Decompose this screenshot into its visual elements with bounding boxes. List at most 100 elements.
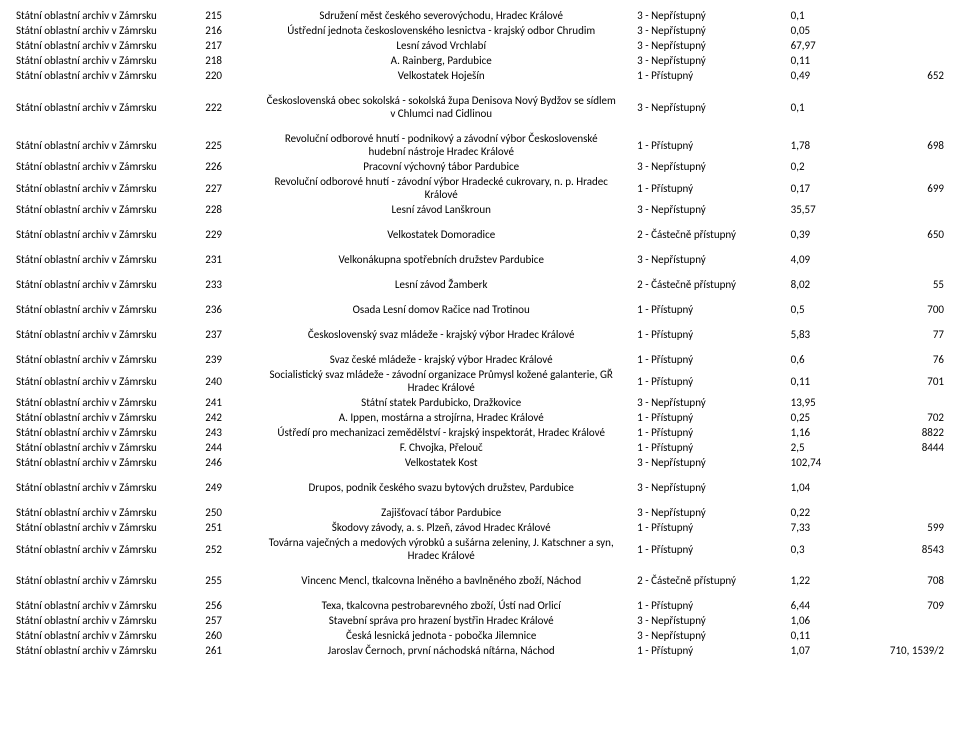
spacer-cell [12, 292, 948, 302]
ref-cell: 8444 [857, 440, 948, 455]
status-cell: 1 - Přístupný [621, 131, 786, 159]
ref-cell: 701 [857, 367, 948, 395]
num-cell: 252 [201, 535, 261, 563]
spacer-row [12, 292, 948, 302]
table-row: Státní oblastní archiv v Zámrsku225Revol… [12, 131, 948, 159]
spacer-row [12, 267, 948, 277]
ref-cell: 710, 1539/2 [857, 643, 948, 658]
archive-cell: Státní oblastní archiv v Zámrsku [12, 520, 201, 535]
val-cell: 0,39 [787, 227, 857, 242]
num-cell: 250 [201, 505, 261, 520]
val-cell: 1,06 [787, 613, 857, 628]
desc-cell: Velkostatek Hoješín [261, 68, 621, 83]
status-cell: 1 - Přístupný [621, 535, 786, 563]
num-cell: 226 [201, 159, 261, 174]
archive-table-body: Státní oblastní archiv v Zámrsku215Sdruž… [12, 8, 948, 658]
ref-cell: 699 [857, 174, 948, 202]
table-row: Státní oblastní archiv v Zámrsku231Velko… [12, 252, 948, 267]
spacer-row [12, 217, 948, 227]
ref-cell: 709 [857, 598, 948, 613]
archive-cell: Státní oblastní archiv v Zámrsku [12, 202, 201, 217]
val-cell: 0,1 [787, 93, 857, 121]
num-cell: 218 [201, 53, 261, 68]
desc-cell: Československý svaz mládeže - krajský vý… [261, 327, 621, 342]
table-row: Státní oblastní archiv v Zámrsku244F. Ch… [12, 440, 948, 455]
val-cell: 8,02 [787, 277, 857, 292]
num-cell: 229 [201, 227, 261, 242]
ref-cell [857, 202, 948, 217]
num-cell: 216 [201, 23, 261, 38]
val-cell: 0,49 [787, 68, 857, 83]
val-cell: 0,2 [787, 159, 857, 174]
val-cell: 0,25 [787, 410, 857, 425]
table-row: Státní oblastní archiv v Zámrsku217Lesní… [12, 38, 948, 53]
val-cell: 0,22 [787, 505, 857, 520]
ref-cell: 76 [857, 352, 948, 367]
status-cell: 1 - Přístupný [621, 302, 786, 317]
ref-cell [857, 480, 948, 495]
val-cell: 4,09 [787, 252, 857, 267]
num-cell: 227 [201, 174, 261, 202]
val-cell: 0,05 [787, 23, 857, 38]
num-cell: 228 [201, 202, 261, 217]
desc-cell: Texa, tkalcovna pestrobarevného zboží, Ú… [261, 598, 621, 613]
num-cell: 256 [201, 598, 261, 613]
desc-cell: A. Rainberg, Pardubice [261, 53, 621, 68]
table-row: Státní oblastní archiv v Zámrsku228Lesní… [12, 202, 948, 217]
val-cell: 67,97 [787, 38, 857, 53]
status-cell: 1 - Přístupný [621, 410, 786, 425]
num-cell: 251 [201, 520, 261, 535]
val-cell: 0,3 [787, 535, 857, 563]
ref-cell: 55 [857, 277, 948, 292]
table-row: Státní oblastní archiv v Zámrsku222Česko… [12, 93, 948, 121]
status-cell: 3 - Nepřístupný [621, 480, 786, 495]
val-cell: 0,5 [787, 302, 857, 317]
ref-cell [857, 628, 948, 643]
table-row: Státní oblastní archiv v Zámrsku241Státn… [12, 395, 948, 410]
status-cell: 1 - Přístupný [621, 327, 786, 342]
ref-cell: 700 [857, 302, 948, 317]
archive-cell: Státní oblastní archiv v Zámrsku [12, 643, 201, 658]
val-cell: 7,33 [787, 520, 857, 535]
desc-cell: Osada Lesní domov Račice nad Trotinou [261, 302, 621, 317]
table-row: Státní oblastní archiv v Zámrsku242A. Ip… [12, 410, 948, 425]
archive-table: Státní oblastní archiv v Zámrsku215Sdruž… [12, 8, 948, 658]
spacer-cell [12, 470, 948, 480]
val-cell: 1,04 [787, 480, 857, 495]
status-cell: 3 - Nepřístupný [621, 23, 786, 38]
archive-cell: Státní oblastní archiv v Zámrsku [12, 53, 201, 68]
desc-cell: Socialistický svaz mládeže - závodní org… [261, 367, 621, 395]
status-cell: 3 - Nepřístupný [621, 93, 786, 121]
num-cell: 255 [201, 573, 261, 588]
table-row: Státní oblastní archiv v Zámrsku227Revol… [12, 174, 948, 202]
ref-cell: 698 [857, 131, 948, 159]
num-cell: 246 [201, 455, 261, 470]
val-cell: 0,11 [787, 367, 857, 395]
archive-cell: Státní oblastní archiv v Zámrsku [12, 613, 201, 628]
status-cell: 1 - Přístupný [621, 174, 786, 202]
archive-cell: Státní oblastní archiv v Zámrsku [12, 598, 201, 613]
ref-cell [857, 505, 948, 520]
spacer-cell [12, 495, 948, 505]
table-row: Státní oblastní archiv v Zámrsku251Škodo… [12, 520, 948, 535]
table-row: Státní oblastní archiv v Zámrsku237Česko… [12, 327, 948, 342]
archive-cell: Státní oblastní archiv v Zámrsku [12, 302, 201, 317]
desc-cell: Lesní závod Vrchlabí [261, 38, 621, 53]
ref-cell: 652 [857, 68, 948, 83]
num-cell: 242 [201, 410, 261, 425]
val-cell: 0,11 [787, 53, 857, 68]
num-cell: 237 [201, 327, 261, 342]
desc-cell: Velkostatek Domoradice [261, 227, 621, 242]
num-cell: 233 [201, 277, 261, 292]
table-row: Státní oblastní archiv v Zámrsku226Praco… [12, 159, 948, 174]
spacer-cell [12, 242, 948, 252]
desc-cell: Revoluční odborové hnutí - závodní výbor… [261, 174, 621, 202]
desc-cell: Velkonákupna spotřebních družstev Pardub… [261, 252, 621, 267]
spacer-row [12, 317, 948, 327]
table-row: Státní oblastní archiv v Zámrsku260Česká… [12, 628, 948, 643]
desc-cell: Svaz české mládeže - krajský výbor Hrade… [261, 352, 621, 367]
status-cell: 3 - Nepřístupný [621, 613, 786, 628]
status-cell: 1 - Přístupný [621, 68, 786, 83]
desc-cell: Zajišťovací tábor Pardubice [261, 505, 621, 520]
archive-cell: Státní oblastní archiv v Zámrsku [12, 573, 201, 588]
